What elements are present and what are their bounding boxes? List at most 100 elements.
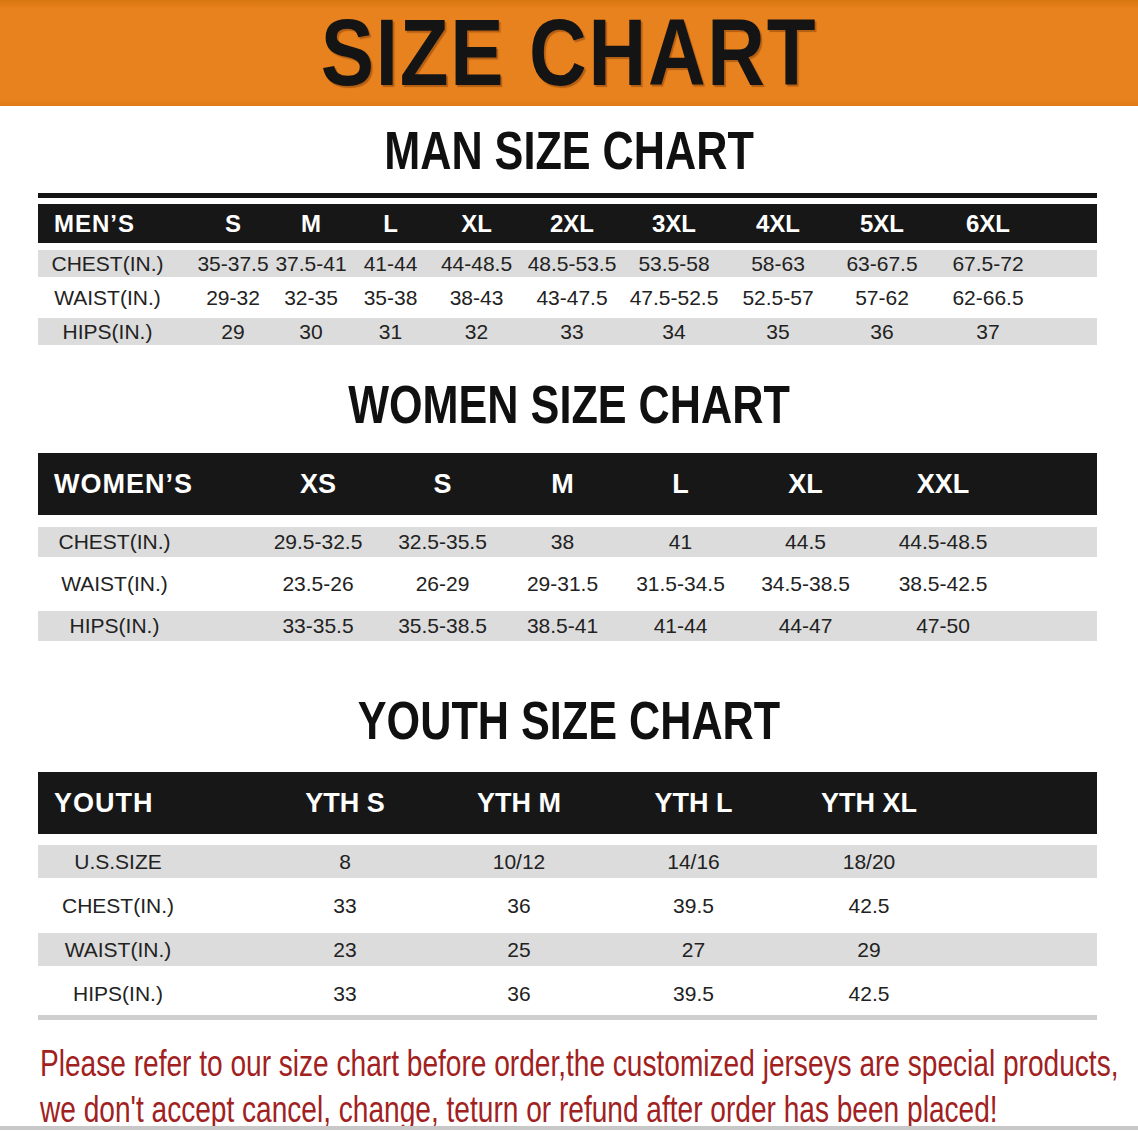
size-column-header: XL xyxy=(431,204,522,243)
women-size-table: WOMEN’S XSSMLXLXXL CHEST(IN.)29.5-32.532… xyxy=(38,453,1097,641)
size-column-header: YTH L xyxy=(606,772,781,834)
size-value-cell: 27 xyxy=(606,922,781,966)
size-value-cell: 38 xyxy=(504,515,621,557)
men-section-title: MAN SIZE CHART xyxy=(384,128,754,172)
size-value-cell: 52.5-57 xyxy=(726,277,830,311)
size-value-cell: 30 xyxy=(272,311,350,345)
size-column-header: 5XL xyxy=(830,204,934,243)
size-value-cell: 23 xyxy=(258,922,432,966)
measurement-row: CHEST(IN.)35-37.537.5-4141-4444-48.548.5… xyxy=(38,243,1097,277)
size-value-cell: 53.5-58 xyxy=(622,243,726,277)
size-value-cell: 48.5-53.5 xyxy=(522,243,622,277)
size-value-cell: 29 xyxy=(781,922,1097,966)
size-column-header: XL xyxy=(740,453,871,515)
size-value-cell: 37 xyxy=(934,311,1097,345)
size-value-cell: 63-67.5 xyxy=(830,243,934,277)
size-value-cell: 41 xyxy=(621,515,740,557)
size-value-cell: 32 xyxy=(431,311,522,345)
row-label: HIPS(IN.) xyxy=(38,599,255,641)
size-value-cell: 33 xyxy=(258,878,432,922)
row-label: U.S.SIZE xyxy=(38,834,258,878)
youth-table-label: YOUTH xyxy=(38,772,258,834)
size-value-cell: 41-44 xyxy=(350,243,431,277)
measurement-row: U.S.SIZE810/1214/1618/20 xyxy=(38,834,1097,878)
row-label: CHEST(IN.) xyxy=(38,878,258,922)
measurement-row: WAIST(IN.)23252729 xyxy=(38,922,1097,966)
size-column-header: L xyxy=(621,453,740,515)
size-value-cell: 29.5-32.5 xyxy=(255,515,381,557)
size-value-cell: 18/20 xyxy=(781,834,1097,878)
size-value-cell: 14/16 xyxy=(606,834,781,878)
row-label: CHEST(IN.) xyxy=(38,243,194,277)
size-column-header: YTH S xyxy=(258,772,432,834)
size-value-cell: 35 xyxy=(726,311,830,345)
row-label: WAIST(IN.) xyxy=(38,277,194,311)
men-table-label: MEN’S xyxy=(38,204,194,243)
size-value-cell: 37.5-41 xyxy=(272,243,350,277)
size-value-cell: 32-35 xyxy=(272,277,350,311)
size-value-cell: 36 xyxy=(432,878,606,922)
size-value-cell: 39.5 xyxy=(606,878,781,922)
size-value-cell: 36 xyxy=(432,966,606,1010)
size-column-header: YTH M xyxy=(432,772,606,834)
size-column-header: XXL xyxy=(871,453,1097,515)
size-value-cell: 26-29 xyxy=(381,557,504,599)
size-value-cell: 25 xyxy=(432,922,606,966)
measurement-row: HIPS(IN.)333639.542.5 xyxy=(38,966,1097,1010)
women-size-table-wrap: WOMEN’S XSSMLXLXXL CHEST(IN.)29.5-32.532… xyxy=(38,453,1097,641)
size-value-cell: 38-43 xyxy=(431,277,522,311)
size-column-header: S xyxy=(194,204,272,243)
size-column-header: S xyxy=(381,453,504,515)
size-value-cell: 33-35.5 xyxy=(255,599,381,641)
youth-table-bottom-border xyxy=(38,1015,1097,1020)
size-value-cell: 43-47.5 xyxy=(522,277,622,311)
footer-line-1: Please refer to our size chart before or… xyxy=(40,1041,896,1087)
size-value-cell: 34.5-38.5 xyxy=(740,557,871,599)
size-value-cell: 42.5 xyxy=(781,878,1097,922)
size-value-cell: 44.5-48.5 xyxy=(871,515,1097,557)
banner-title: SIZE CHART xyxy=(321,6,817,100)
size-value-cell: 31.5-34.5 xyxy=(621,557,740,599)
measurement-row: WAIST(IN.)29-3232-3535-3838-4343-47.547.… xyxy=(38,277,1097,311)
size-value-cell: 67.5-72 xyxy=(934,243,1097,277)
size-value-cell: 57-62 xyxy=(830,277,934,311)
men-header-row: MEN’S SMLXL2XL3XL4XL5XL6XL xyxy=(38,204,1097,243)
size-value-cell: 35.5-38.5 xyxy=(381,599,504,641)
youth-section-title: YOUTH SIZE CHART xyxy=(358,698,780,742)
row-label: HIPS(IN.) xyxy=(38,966,258,1010)
size-value-cell: 8 xyxy=(258,834,432,878)
men-size-table: MEN’S SMLXL2XL3XL4XL5XL6XL CHEST(IN.)35-… xyxy=(38,204,1097,345)
size-value-cell: 10/12 xyxy=(432,834,606,878)
size-value-cell: 42.5 xyxy=(781,966,1097,1010)
size-value-cell: 44-48.5 xyxy=(431,243,522,277)
size-value-cell: 44.5 xyxy=(740,515,871,557)
size-value-cell: 36 xyxy=(830,311,934,345)
size-value-cell: 62-66.5 xyxy=(934,277,1097,311)
size-value-cell: 38.5-41 xyxy=(504,599,621,641)
youth-header-row: YOUTH YTH SYTH MYTH LYTH XL xyxy=(38,772,1097,834)
women-table-label: WOMEN’S xyxy=(38,453,255,515)
size-value-cell: 41-44 xyxy=(621,599,740,641)
size-value-cell: 58-63 xyxy=(726,243,830,277)
size-chart-banner: SIZE CHART xyxy=(0,0,1138,106)
size-value-cell: 47.5-52.5 xyxy=(622,277,726,311)
size-column-header: 3XL xyxy=(622,204,726,243)
size-value-cell: 44-47 xyxy=(740,599,871,641)
women-section-title: WOMEN SIZE CHART xyxy=(348,382,790,426)
size-column-header: XS xyxy=(255,453,381,515)
youth-size-table-wrap: YOUTH YTH SYTH MYTH LYTH XL U.S.SIZE810/… xyxy=(38,772,1097,1020)
row-label: WAIST(IN.) xyxy=(38,557,255,599)
size-value-cell: 34 xyxy=(622,311,726,345)
size-value-cell: 32.5-35.5 xyxy=(381,515,504,557)
size-column-header: M xyxy=(504,453,621,515)
size-column-header: L xyxy=(350,204,431,243)
size-column-header: YTH XL xyxy=(781,772,1097,834)
women-header-row: WOMEN’S XSSMLXLXXL xyxy=(38,453,1097,515)
row-label: HIPS(IN.) xyxy=(38,311,194,345)
measurement-row: HIPS(IN.)293031323334353637 xyxy=(38,311,1097,345)
size-value-cell: 38.5-42.5 xyxy=(871,557,1097,599)
size-column-header: 4XL xyxy=(726,204,830,243)
size-value-cell: 33 xyxy=(522,311,622,345)
size-column-header: M xyxy=(272,204,350,243)
size-value-cell: 23.5-26 xyxy=(255,557,381,599)
